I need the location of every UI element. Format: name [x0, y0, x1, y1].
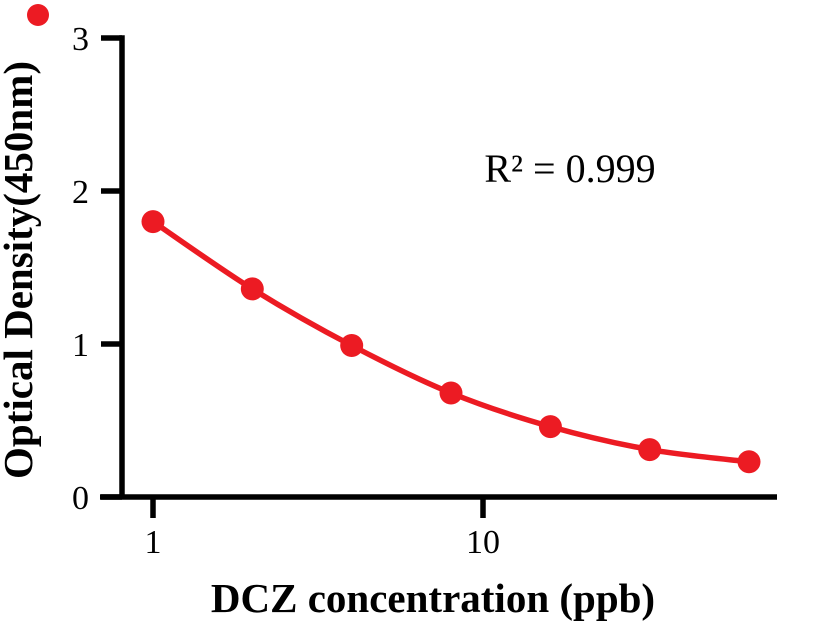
data-point-marker [638, 438, 662, 462]
series-layer [141, 210, 761, 474]
stray-marker-dot [27, 4, 49, 26]
data-point-marker [340, 334, 364, 357]
y-tick-label: 0 [72, 480, 89, 517]
y-tick-label: 1 [72, 327, 89, 364]
y-tick-label: 2 [72, 174, 89, 211]
data-point-marker [538, 415, 562, 439]
data-point-marker [240, 277, 264, 301]
x-axis-title: DCZ concentration (ppb) [211, 575, 655, 621]
r-squared-annotation: R² = 0.999 [484, 146, 655, 191]
x-tick-label: 10 [466, 524, 500, 561]
axes-layer: 0 1 2 3 1 10 [72, 21, 777, 561]
series-curve [151, 219, 750, 465]
x-tick-label: 1 [145, 524, 162, 561]
data-point-marker [141, 210, 165, 234]
data-point-marker [737, 450, 761, 474]
y-tick-label: 3 [72, 21, 89, 58]
y-axis-title: Optical Density(450nm) [0, 61, 41, 479]
data-point-marker [439, 381, 463, 405]
